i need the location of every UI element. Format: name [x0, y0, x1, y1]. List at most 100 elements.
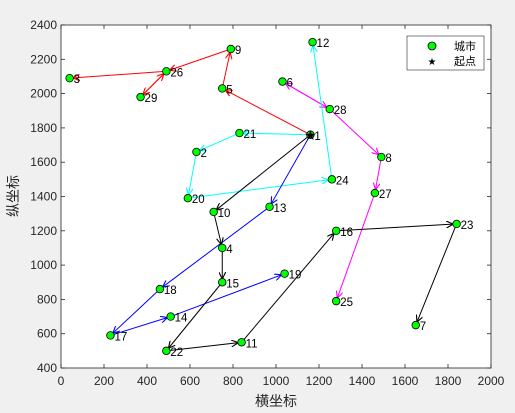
- y-tick-label: 2200: [30, 52, 57, 66]
- route-segment: [170, 48, 232, 70]
- city-label: 18: [164, 285, 177, 297]
- y-tick-label: 1200: [30, 224, 57, 238]
- route-segment: [226, 90, 311, 136]
- city-label: 4: [226, 244, 233, 256]
- city-label: 14: [175, 313, 188, 325]
- route-segment: [169, 281, 223, 347]
- city-label: 8: [385, 153, 391, 165]
- city-labels: 1245678910111213141516171819202122232425…: [74, 38, 474, 359]
- city-marker: [332, 226, 341, 235]
- route-segment: [140, 74, 164, 98]
- city-label: 7: [420, 321, 426, 333]
- city-label: 25: [340, 297, 353, 309]
- city-marker: [136, 92, 145, 102]
- city-marker: [162, 346, 171, 356]
- x-tick-label: 400: [137, 374, 157, 388]
- route-segment: [110, 318, 166, 336]
- y-axis-ticks: 400 600 800 1000 1200 1400 1600 1800 2000 2200 240…: [30, 18, 491, 375]
- route-segment: [417, 223, 458, 321]
- city-marker: [166, 312, 175, 321]
- route-segment: [163, 206, 270, 287]
- city-label: 6: [286, 78, 292, 90]
- city-marker: [226, 44, 236, 54]
- city-marker: [327, 175, 337, 184]
- city-label: 16: [340, 227, 353, 239]
- city-marker: [209, 207, 218, 217]
- city-label: 24: [336, 175, 349, 187]
- city-label: 12: [317, 38, 330, 50]
- city-marker: [155, 284, 165, 294]
- y-tick-label: 400: [37, 361, 57, 375]
- city-markers: [65, 37, 461, 356]
- y-tick-label: 1000: [30, 258, 57, 272]
- city-marker: [265, 202, 274, 211]
- city-marker: [308, 37, 317, 47]
- city-marker: [325, 104, 334, 114]
- city-label: 9: [235, 45, 241, 57]
- city-marker: [411, 320, 420, 330]
- x-tick-label: 1200: [306, 374, 333, 388]
- city-label: 22: [170, 347, 183, 359]
- city-marker: [218, 84, 227, 93]
- city-marker: [306, 130, 315, 139]
- city-label: 19: [289, 270, 302, 282]
- city-marker: [237, 338, 246, 347]
- y-tick-label: 1600: [30, 155, 57, 169]
- city-label: 29: [145, 93, 158, 105]
- routes: [74, 46, 458, 352]
- city-label: 1: [314, 131, 320, 143]
- city-label: 5: [226, 84, 232, 96]
- city-label: 10: [218, 208, 231, 220]
- city-marker: [106, 331, 115, 340]
- city-marker: [162, 67, 171, 76]
- y-tick-label: 2000: [30, 87, 57, 101]
- city-label: 3: [74, 74, 80, 86]
- x-tick-label: 1000: [263, 374, 290, 388]
- y-tick-label: 1400: [30, 190, 57, 204]
- x-tick-label: 1800: [435, 374, 462, 388]
- city-marker: [192, 147, 201, 157]
- legend: 城市 ★ 起点: [406, 35, 485, 71]
- city-label: 11: [246, 338, 258, 350]
- city-marker: [218, 278, 227, 287]
- plot-area: [60, 24, 492, 369]
- city-label: 26: [170, 67, 183, 79]
- x-axis-ticks: 0 200 400 600 800 1000 1200 1400 1600 1800 2000: [58, 25, 505, 388]
- x-axis-label: 横坐标: [255, 394, 297, 410]
- route-segment: [241, 234, 334, 343]
- route-segment: [243, 133, 311, 135]
- y-tick-label: 800: [37, 292, 57, 306]
- x-tick-label: 1400: [349, 374, 376, 388]
- x-tick-label: 600: [180, 374, 200, 388]
- route-segment: [170, 275, 281, 318]
- legend-start-label: 起点: [454, 55, 476, 68]
- x-tick-label: 2000: [478, 374, 505, 388]
- x-tick-label: 0: [58, 374, 65, 388]
- city-marker: [218, 243, 227, 253]
- route-segment: [329, 108, 379, 154]
- route-segment: [187, 180, 328, 199]
- y-tick-label: 1800: [30, 121, 57, 135]
- city-marker: [452, 219, 461, 229]
- city-label: 17: [114, 331, 127, 343]
- route-segment: [221, 53, 230, 89]
- route-segment: [74, 70, 167, 78]
- city-marker: [377, 152, 386, 162]
- y-tick-label: 600: [37, 327, 57, 341]
- city-label: 28: [334, 105, 347, 117]
- city-marker: [65, 73, 74, 83]
- route-segment: [166, 343, 237, 352]
- legend-start-marker: ★: [428, 57, 437, 68]
- route-segment: [338, 192, 376, 297]
- city-label: 13: [274, 203, 287, 215]
- city-marker: [278, 77, 287, 86]
- x-tick-label: 1600: [392, 374, 419, 388]
- route-segment: [113, 288, 161, 333]
- y-axis-label: 纵坐标: [6, 175, 22, 217]
- city-label: 23: [461, 220, 474, 232]
- legend-city-marker: [427, 41, 437, 51]
- legend-city-label: 城市: [454, 39, 476, 53]
- city-marker: [183, 194, 193, 203]
- route-segment: [282, 81, 326, 107]
